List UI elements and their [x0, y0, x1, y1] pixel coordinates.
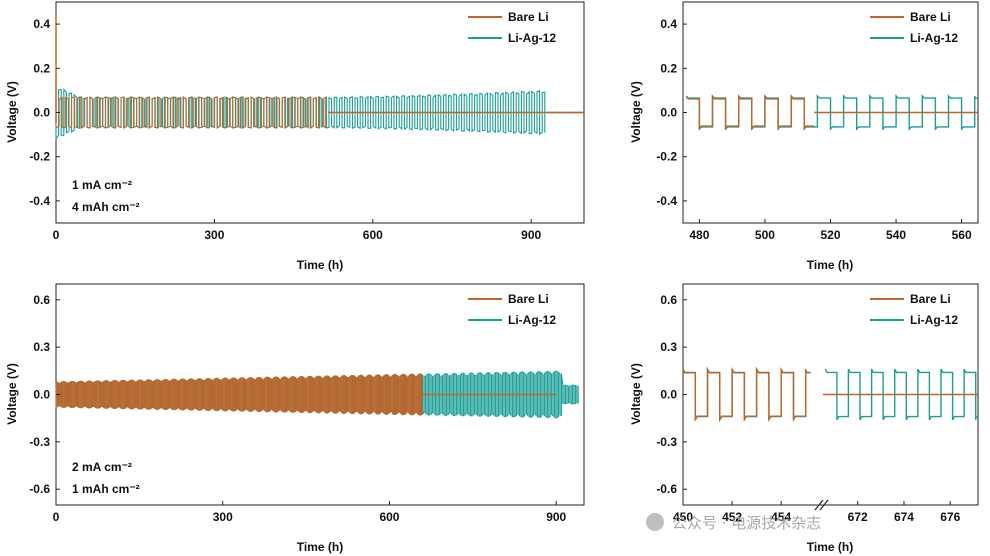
data-layer — [55, 13, 584, 141]
x-tick-label: 452 — [722, 510, 742, 524]
y-axis-title: Voltage (V) — [629, 363, 643, 425]
series-bare-li-line — [685, 94, 815, 131]
axis-break-mark — [819, 499, 829, 511]
x-axis-title: Time (h) — [807, 258, 853, 272]
x-tick-label: 450 — [673, 510, 693, 524]
legend: Bare Li Li-Ag-12 — [870, 10, 958, 45]
y-tick-label: -0.3 — [656, 435, 677, 449]
x-tick-label: 600 — [379, 510, 399, 524]
x-tick-label: 0 — [53, 228, 60, 242]
y-tick-label: -0.4 — [656, 194, 677, 208]
y-axis-title: Voltage (V) — [629, 81, 643, 143]
x-tick-label: 300 — [213, 510, 233, 524]
y-tick-label: 0.2 — [660, 61, 677, 75]
series-li-ag-12-line-seg2 — [824, 368, 978, 421]
x-tick-label: 900 — [546, 510, 566, 524]
x-tick-label: 560 — [952, 228, 972, 242]
y-tick-label: 0.2 — [33, 61, 50, 75]
y-tick-label: -0.3 — [29, 435, 50, 449]
annotation-current-density: 2 mA cm⁻² — [72, 460, 132, 474]
annotation-current-density: 1 mA cm⁻² — [72, 178, 132, 192]
legend: Bare Li Li-Ag-12 — [870, 292, 958, 327]
y-tick-label: 0.3 — [33, 340, 50, 354]
y-tick-label: -0.6 — [29, 482, 50, 496]
axis-break-icon — [814, 499, 829, 511]
tick-layer: -0.4 -0.2 0.0 0.2 0.4 480 500 520 540 560 — [656, 17, 972, 242]
tick-layer: -0.4 -0.2 0.0 0.2 0.4 0 300 600 900 — [29, 17, 541, 242]
x-axis-title: Time (h) — [807, 540, 853, 554]
x-tick-label: 672 — [848, 510, 868, 524]
annotation-capacity: 4 mAh cm⁻² — [72, 200, 140, 214]
annotation-capacity: 1 mAh cm⁻² — [72, 482, 140, 496]
y-tick-label: 0.3 — [660, 340, 677, 354]
data-layer — [55, 370, 579, 419]
x-tick-label: 900 — [521, 228, 541, 242]
y-tick-label: 0.6 — [660, 293, 677, 307]
legend-label-li-ag-12: Li-Ag-12 — [508, 31, 556, 45]
series-bare-li-line — [55, 373, 423, 416]
legend-label-li-ag-12: Li-Ag-12 — [508, 313, 556, 327]
x-axis-title: Time (h) — [297, 258, 343, 272]
legend-label-bare-li: Bare Li — [508, 292, 549, 306]
x-tick-label: 676 — [940, 510, 960, 524]
legend-label-li-ag-12: Li-Ag-12 — [910, 31, 958, 45]
legend-label-li-ag-12: Li-Ag-12 — [910, 313, 958, 327]
legend-label-bare-li: Bare Li — [910, 292, 951, 306]
legend-label-bare-li: Bare Li — [910, 10, 951, 24]
panel-a-cycling-1ma: -0.4-0.20.00.20.40 300 600 900 Voltage (V) … — [5, 1, 585, 272]
y-tick-label: 0.0 — [33, 388, 50, 402]
legend: Bare Li Li-Ag-12 — [468, 10, 556, 45]
x-tick-label: 520 — [820, 228, 840, 242]
series-bare-li-line — [55, 96, 327, 129]
y-tick-label: -0.6 — [656, 482, 677, 496]
legend: Bare Li Li-Ag-12 — [468, 292, 556, 327]
y-tick-label: 0.0 — [660, 106, 677, 120]
x-tick-label: 500 — [755, 228, 775, 242]
data-layer — [682, 366, 978, 423]
x-tick-label: 674 — [894, 510, 914, 524]
series-li-ag-12-line-seg1 — [682, 366, 811, 423]
x-tick-label: 454 — [771, 510, 791, 524]
x-tick-label: 300 — [204, 228, 224, 242]
wechat-icon — [646, 513, 664, 531]
y-tick-label: 0.4 — [660, 17, 677, 31]
x-tick-label: 540 — [886, 228, 906, 242]
data-layer — [685, 94, 978, 131]
panel-c-cycling-2ma: -0.6-0.30.00.30.60 300 600 900 Voltage (V) … — [5, 283, 585, 554]
y-tick-label: -0.2 — [656, 150, 677, 164]
y-tick-label: 0.4 — [33, 17, 50, 31]
y-tick-label: -0.2 — [29, 150, 50, 164]
y-tick-label: -0.4 — [29, 194, 50, 208]
x-axis-title: Time (h) — [297, 540, 343, 554]
legend-label-bare-li: Bare Li — [508, 10, 549, 24]
x-tick-label: 0 — [53, 510, 60, 524]
tick-layer: -0.6 -0.3 0.0 0.3 0.6 0 300 600 900 — [29, 293, 566, 524]
y-tick-label: 0.6 — [33, 293, 50, 307]
watermark: 公众号 · 电源技术杂志 — [646, 513, 821, 532]
series-bare-li-line-seg1 — [682, 366, 811, 423]
x-tick-label: 480 — [689, 228, 709, 242]
watermark-text: 公众号 · 电源技术杂志 — [672, 514, 821, 532]
y-tick-label: 0.0 — [660, 388, 677, 402]
y-tick-label: 0.0 — [33, 106, 50, 120]
panel-d-zoom-2ma: -0.6 -0.3 0.0 0.3 0.6 450 452 454 672 674 676 Volt… — [629, 283, 979, 554]
panel-b-zoom-1ma: -0.4 -0.2 0.0 0.2 0.4 480 500 520 540 560 Voltage… — [629, 1, 979, 272]
x-tick-label: 600 — [363, 228, 383, 242]
axis-break-mark — [814, 499, 824, 511]
y-axis-title: Voltage (V) — [5, 81, 19, 143]
tick-layer: -0.6 -0.3 0.0 0.3 0.6 450 452 454 672 674 676 — [656, 293, 960, 524]
y-axis-title: Voltage (V) — [5, 363, 19, 425]
